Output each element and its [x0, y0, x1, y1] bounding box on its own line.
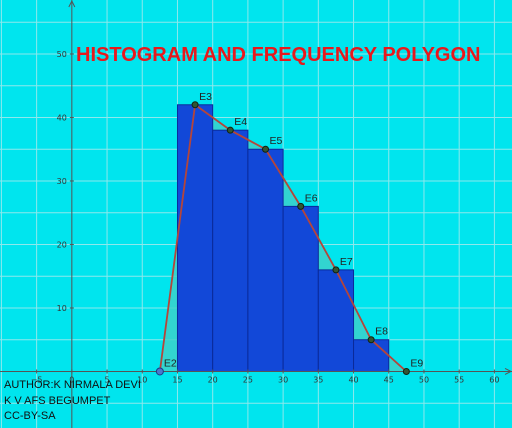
- polygon-point: [155, 367, 164, 376]
- polygon-point: [297, 202, 305, 210]
- polygon-point: [262, 145, 270, 153]
- x-tick-label: 20: [208, 375, 218, 384]
- histogram-bar: [353, 339, 390, 372]
- point-labels: E2 E3 E4 E5 E6 E7 E8 E9: [155, 91, 423, 376]
- polygon-point: [191, 101, 199, 109]
- x-tick-label: −5: [31, 375, 43, 384]
- point-label: E9: [410, 357, 423, 369]
- histogram-bar: [247, 148, 284, 372]
- chart-title: HISTOGRAM AND FREQUENCY POLYGON: [76, 44, 481, 66]
- x-tick-label: 5: [105, 375, 110, 384]
- school-line: K V AFS BEGUMPET: [4, 394, 111, 407]
- point-label: E4: [234, 116, 247, 128]
- author-line: AUTHOR:K NIRMALA DEVI: [4, 379, 141, 391]
- histogram-bar: [317, 269, 355, 372]
- polygon-line: [158, 103, 407, 373]
- polygon-point: [226, 126, 234, 134]
- histogram-bar: [212, 129, 249, 372]
- polygon-point: [402, 367, 410, 375]
- x-tick-label: 55: [454, 375, 464, 384]
- x-tick-label: 50: [419, 375, 429, 384]
- x-tick-label: 10: [137, 375, 147, 384]
- point-label: E7: [340, 256, 353, 268]
- histogram-bar: [176, 104, 214, 372]
- bars: [176, 104, 390, 372]
- y-tick-label: 10: [57, 304, 67, 313]
- y-axis-arrow: [68, 0, 76, 8]
- x-tick-label: 40: [348, 375, 358, 384]
- point-label: E6: [305, 192, 318, 204]
- credits: AUTHOR:K NIRMALA DEVI K V AFS BEGUMPET C…: [4, 378, 141, 425]
- x-tick-label: 45: [384, 375, 394, 384]
- y-tick-label: 50: [57, 50, 67, 59]
- point-label: E8: [375, 326, 388, 338]
- y-tick-label: 40: [57, 113, 67, 122]
- y-tick-label: 30: [57, 177, 67, 186]
- histogram-bar: [282, 205, 319, 372]
- point-label: E2: [164, 357, 177, 369]
- y-tick-label: 20: [57, 240, 67, 249]
- x-tick-label: 60: [489, 375, 499, 384]
- license-line: CC-BY-SA: [4, 410, 56, 422]
- x-tick-label: 0: [69, 375, 74, 384]
- polygon-point: [332, 266, 340, 274]
- x-tick-label: 30: [278, 375, 288, 384]
- point-label: E3: [199, 91, 212, 103]
- polygon-point: [367, 336, 375, 344]
- point-label: E5: [270, 135, 283, 147]
- x-tick-label: 15: [172, 375, 182, 384]
- frequency-polygon: [158, 103, 407, 373]
- x-tick-label: 35: [313, 375, 323, 384]
- x-axis-arrow: [504, 368, 512, 375]
- x-tick-label: 25: [243, 375, 253, 384]
